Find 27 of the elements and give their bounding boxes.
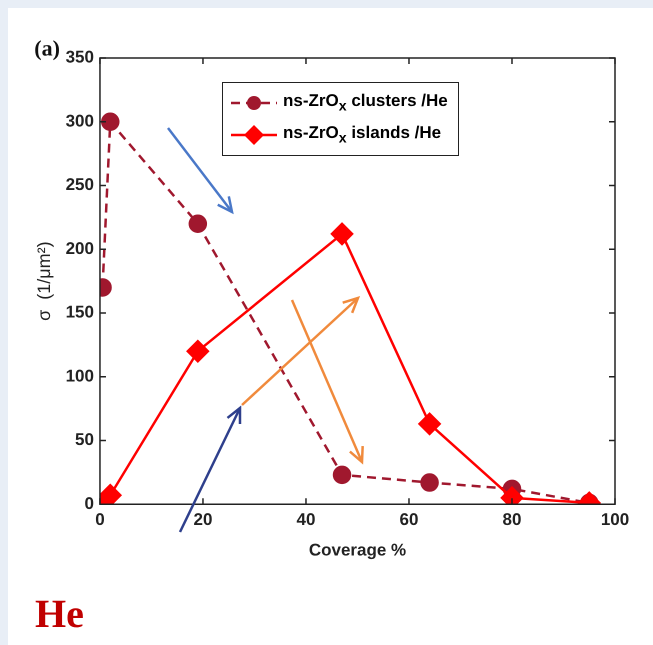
- x-tick-label: 100: [600, 510, 630, 530]
- chart-title: (a): [34, 36, 60, 61]
- point: [332, 466, 352, 484]
- x-tick-label: 60: [400, 510, 418, 530]
- y-tick-label: 100: [66, 366, 94, 386]
- point: [186, 340, 210, 362]
- y-tick-label: 350: [66, 48, 94, 67]
- point: [101, 112, 120, 131]
- y-tick-label: 250: [66, 175, 94, 194]
- y-tick-label: 0: [84, 494, 94, 513]
- y-axis-title: σ (1/μm²): [34, 241, 54, 321]
- point: [188, 214, 208, 233]
- y-tick-label: 200: [66, 238, 94, 258]
- y-tick-label: 50: [75, 430, 94, 450]
- y-tick-label: 150: [66, 302, 94, 322]
- legend-label: ns-ZrO$_{x}$ clusters /He: [283, 91, 448, 115]
- point: [330, 222, 354, 246]
- y-tick-label: 300: [66, 111, 94, 130]
- text: He: [35, 590, 84, 637]
- legend-label: ns-ZrO$_{x}$ islands /He: [283, 123, 442, 147]
- point: [418, 412, 441, 436]
- point: [100, 484, 122, 504]
- x-tick-label: 20: [194, 510, 212, 530]
- x-tick-label: 40: [296, 510, 316, 530]
- x-axis-title: Coverage %: [308, 540, 406, 560]
- point: [420, 473, 439, 492]
- x-tick-label: 80: [502, 510, 522, 530]
